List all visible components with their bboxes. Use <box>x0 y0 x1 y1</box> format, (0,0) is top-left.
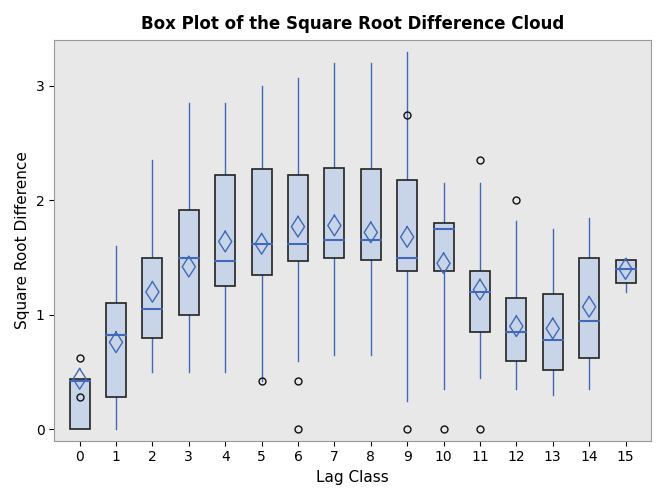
Bar <box>506 298 526 360</box>
Bar <box>288 175 308 261</box>
Bar <box>143 258 163 338</box>
Bar <box>615 260 635 283</box>
Bar <box>252 170 272 275</box>
Bar <box>70 379 90 430</box>
Bar <box>324 168 344 258</box>
Bar <box>434 223 454 272</box>
X-axis label: Lag Class: Lag Class <box>316 470 389 485</box>
Bar <box>470 272 490 332</box>
Y-axis label: Square Root Difference: Square Root Difference <box>15 152 30 330</box>
Bar <box>579 258 599 358</box>
Bar <box>106 304 126 397</box>
Bar <box>543 294 563 370</box>
Bar <box>178 210 199 315</box>
Bar <box>397 180 417 272</box>
Bar <box>361 170 381 260</box>
Bar <box>215 175 235 286</box>
Title: Box Plot of the Square Root Difference Cloud: Box Plot of the Square Root Difference C… <box>141 15 564 33</box>
